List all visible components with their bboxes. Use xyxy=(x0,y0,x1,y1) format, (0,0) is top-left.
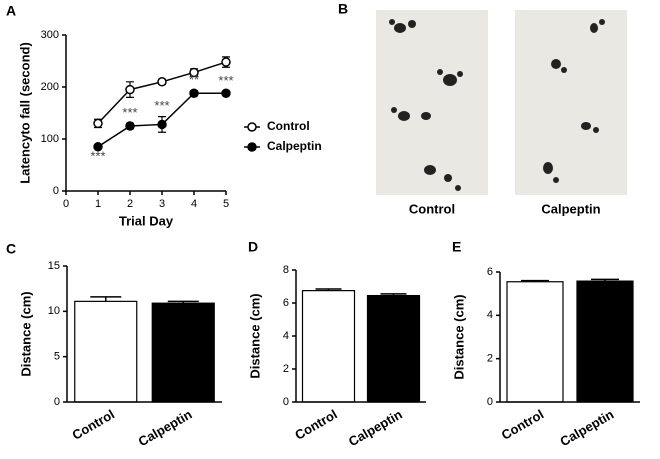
legend-marker xyxy=(247,122,257,132)
y-tick-label: 4 xyxy=(487,309,493,321)
x-tick-label: 2 xyxy=(127,198,133,210)
x-tick-label: Control xyxy=(69,407,117,443)
y-tick-label: 0 xyxy=(283,396,289,408)
y-tick-label: 100 xyxy=(41,133,59,145)
significance-label: *** xyxy=(154,98,169,113)
footprint-image xyxy=(515,10,627,195)
data-point xyxy=(189,88,199,98)
x-tick-label: 4 xyxy=(191,198,197,210)
data-point xyxy=(157,77,167,87)
x-tick-label: Calpeptin xyxy=(346,407,405,450)
legend-label: Control xyxy=(267,119,310,133)
data-point xyxy=(93,118,103,129)
data-point xyxy=(221,57,231,67)
y-tick-label: 0 xyxy=(54,396,60,408)
panel-label: A xyxy=(6,3,16,19)
bar xyxy=(151,302,215,403)
panel-label: C xyxy=(6,241,16,257)
y-tick-label: 6 xyxy=(487,266,493,278)
x-tick-label: Calpeptin xyxy=(557,407,616,450)
footprint-image xyxy=(376,10,488,195)
image-label: Calpeptin xyxy=(541,201,600,216)
x-tick-label: 5 xyxy=(223,198,229,210)
bar xyxy=(506,281,564,403)
data-point xyxy=(221,88,231,98)
y-tick-label: 4 xyxy=(283,330,289,342)
y-tick-label: 0 xyxy=(53,185,59,197)
x-tick-label: Control xyxy=(499,407,547,443)
panel-label: B xyxy=(338,1,348,17)
data-point xyxy=(189,67,199,78)
y-axis-label: Latencyto fall (second) xyxy=(17,42,32,184)
y-tick-label: 2 xyxy=(487,353,493,365)
significance-label: ** xyxy=(189,72,199,87)
significance-label: *** xyxy=(122,105,137,120)
legend-marker xyxy=(247,142,257,152)
x-tick-label: 3 xyxy=(159,198,165,210)
x-tick-label: Calpeptin xyxy=(136,407,195,450)
image-label: Control xyxy=(409,201,455,216)
bar xyxy=(366,294,421,403)
bar xyxy=(576,280,634,403)
x-axis-label: Trial Day xyxy=(119,213,174,228)
error-bar xyxy=(90,296,122,302)
legend-label: Calpeptin xyxy=(267,139,322,153)
y-tick-label: 0 xyxy=(487,396,493,408)
y-axis-label: Distance (cm) xyxy=(247,293,262,378)
panel-label: D xyxy=(248,239,258,255)
y-tick-label: 10 xyxy=(48,305,60,317)
panel-label: E xyxy=(452,239,461,255)
y-tick-label: 5 xyxy=(54,351,60,363)
data-point xyxy=(125,121,135,131)
y-tick-label: 300 xyxy=(41,29,59,41)
significance-label: *** xyxy=(90,149,105,164)
y-tick-label: 15 xyxy=(48,260,60,272)
x-tick-label: 0 xyxy=(63,198,69,210)
bar xyxy=(74,300,138,403)
x-tick-label: Control xyxy=(292,407,340,443)
data-point xyxy=(157,119,167,130)
x-tick-label: 1 xyxy=(95,198,101,210)
data-point xyxy=(93,142,103,152)
y-tick-label: 200 xyxy=(41,81,59,93)
y-tick-label: 8 xyxy=(283,264,289,276)
y-axis-label: Distance (cm) xyxy=(18,291,33,376)
significance-label: *** xyxy=(218,73,233,88)
y-tick-label: 6 xyxy=(283,297,289,309)
bar xyxy=(301,290,356,403)
y-axis-label: Distance (cm) xyxy=(451,294,466,379)
y-tick-label: 2 xyxy=(283,363,289,375)
data-point xyxy=(125,84,135,95)
